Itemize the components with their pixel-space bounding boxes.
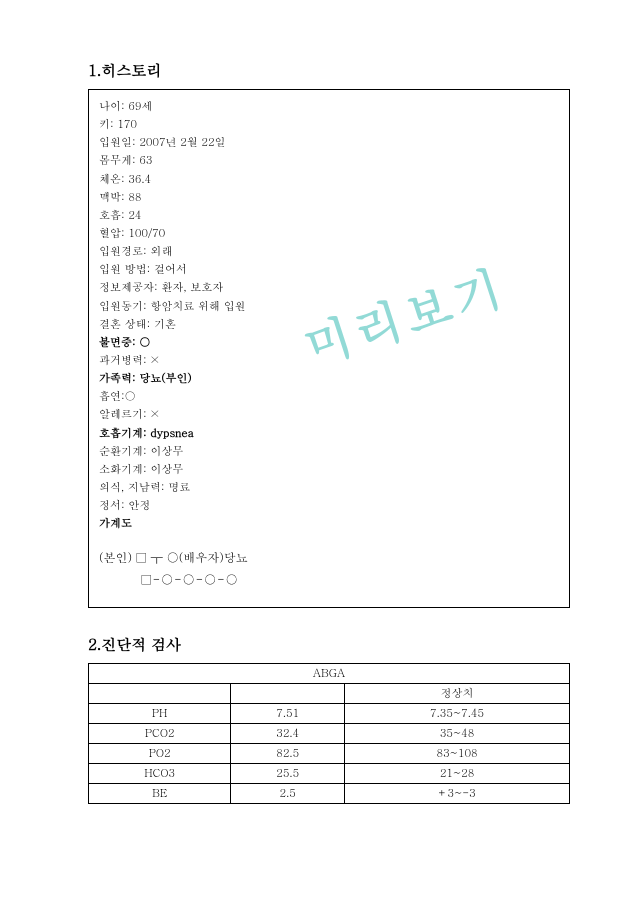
history-line: 입원일: 2007년 2월 22일 bbox=[99, 134, 559, 152]
abga-param-name: PO2 bbox=[89, 743, 231, 763]
history-line: 체온: 36.4 bbox=[99, 171, 559, 189]
section2-title: 2.진단적 검사 bbox=[88, 634, 570, 655]
abga-param-value: 2.5 bbox=[231, 783, 345, 803]
history-line: 알레르기: × bbox=[99, 406, 559, 424]
history-line: 정서: 안정 bbox=[99, 497, 559, 515]
table-row: BE2.5+3~-3 bbox=[89, 783, 570, 803]
abga-param-normal: 35~48 bbox=[345, 723, 570, 743]
document-page: 미리보기 1.히스토리 나이: 69세키: 170입원일: 2007년 2월 2… bbox=[0, 0, 640, 844]
pedigree-line-1: (본인) □ ┬ ○(배우자)당뇨 bbox=[99, 547, 559, 569]
abga-blank-cell bbox=[231, 683, 345, 703]
table-row: PH7.517.35~7.45 bbox=[89, 703, 570, 723]
table-row: PO282.583~108 bbox=[89, 743, 570, 763]
abga-param-value: 25.5 bbox=[231, 763, 345, 783]
history-line: 결혼 상태: 기혼 bbox=[99, 316, 559, 334]
abga-param-normal: 21~28 bbox=[345, 763, 570, 783]
abga-param-normal: 83~108 bbox=[345, 743, 570, 763]
history-line: 호흡: 24 bbox=[99, 207, 559, 225]
abga-normal-header: 정상치 bbox=[345, 683, 570, 703]
history-line: 불면증: ○ bbox=[99, 334, 559, 352]
history-line: 입원동기: 항암치료 위해 입원 bbox=[99, 298, 559, 316]
abga-param-normal: +3~-3 bbox=[345, 783, 570, 803]
history-line: 몸무게: 63 bbox=[99, 152, 559, 170]
history-line: 순환기계: 이상무 bbox=[99, 443, 559, 461]
table-row: PCO232.435~48 bbox=[89, 723, 570, 743]
history-line: 맥박: 88 bbox=[99, 189, 559, 207]
history-line: 키: 170 bbox=[99, 116, 559, 134]
abga-param-name: PCO2 bbox=[89, 723, 231, 743]
abga-param-value: 32.4 bbox=[231, 723, 345, 743]
abga-table: ABGA 정상치 PH7.517.35~7.45PCO232.435~48PO2… bbox=[88, 663, 570, 804]
history-line: 소화기계: 이상무 bbox=[99, 461, 559, 479]
pedigree-diagram: (본인) □ ┬ ○(배우자)당뇨 □-○-○-○-○ bbox=[99, 547, 559, 590]
history-line: 가족력: 당뇨(부인) bbox=[99, 370, 559, 388]
history-line: 나이: 69세 bbox=[99, 98, 559, 116]
history-line: 입원경로: 외래 bbox=[99, 243, 559, 261]
abga-param-normal: 7.35~7.45 bbox=[345, 703, 570, 723]
abga-param-value: 7.51 bbox=[231, 703, 345, 723]
history-line: 흡연:○ bbox=[99, 388, 559, 406]
history-line: 가계도 bbox=[99, 515, 559, 533]
abga-blank-cell bbox=[89, 683, 231, 703]
abga-header: ABGA bbox=[89, 663, 570, 683]
history-line: 호흡기계: dypsnea bbox=[99, 425, 559, 443]
history-line: 의식, 지남력: 명료 bbox=[99, 479, 559, 497]
history-box: 나이: 69세키: 170입원일: 2007년 2월 22일몸무게: 63체온:… bbox=[88, 89, 570, 608]
history-line: 정보제공자: 환자, 보호자 bbox=[99, 279, 559, 297]
section1-title: 1.히스토리 bbox=[88, 60, 570, 81]
pedigree-line-2: □-○-○-○-○ bbox=[99, 569, 559, 591]
abga-param-value: 82.5 bbox=[231, 743, 345, 763]
abga-param-name: HCO3 bbox=[89, 763, 231, 783]
history-line: 입원 방법: 걸어서 bbox=[99, 261, 559, 279]
abga-param-name: PH bbox=[89, 703, 231, 723]
table-row: HCO325.521~28 bbox=[89, 763, 570, 783]
history-line: 과거병력: × bbox=[99, 352, 559, 370]
history-line: 혈압: 100/70 bbox=[99, 225, 559, 243]
abga-param-name: BE bbox=[89, 783, 231, 803]
